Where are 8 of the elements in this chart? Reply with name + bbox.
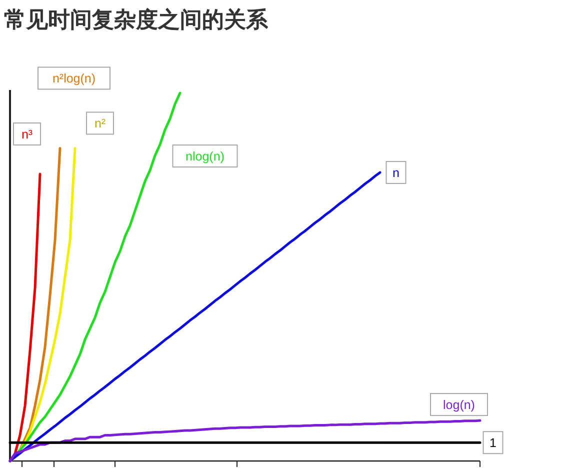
text: n²log(n)	[52, 72, 96, 86]
chart-title: 常见时间复杂度之间的关系	[4, 7, 269, 33]
text: nlog(n)	[186, 150, 224, 164]
series-label: log(n)	[443, 398, 475, 412]
series-label: n	[392, 166, 400, 180]
text: n²	[94, 116, 106, 131]
text: n³	[21, 127, 33, 142]
series-label: 1	[490, 436, 497, 450]
